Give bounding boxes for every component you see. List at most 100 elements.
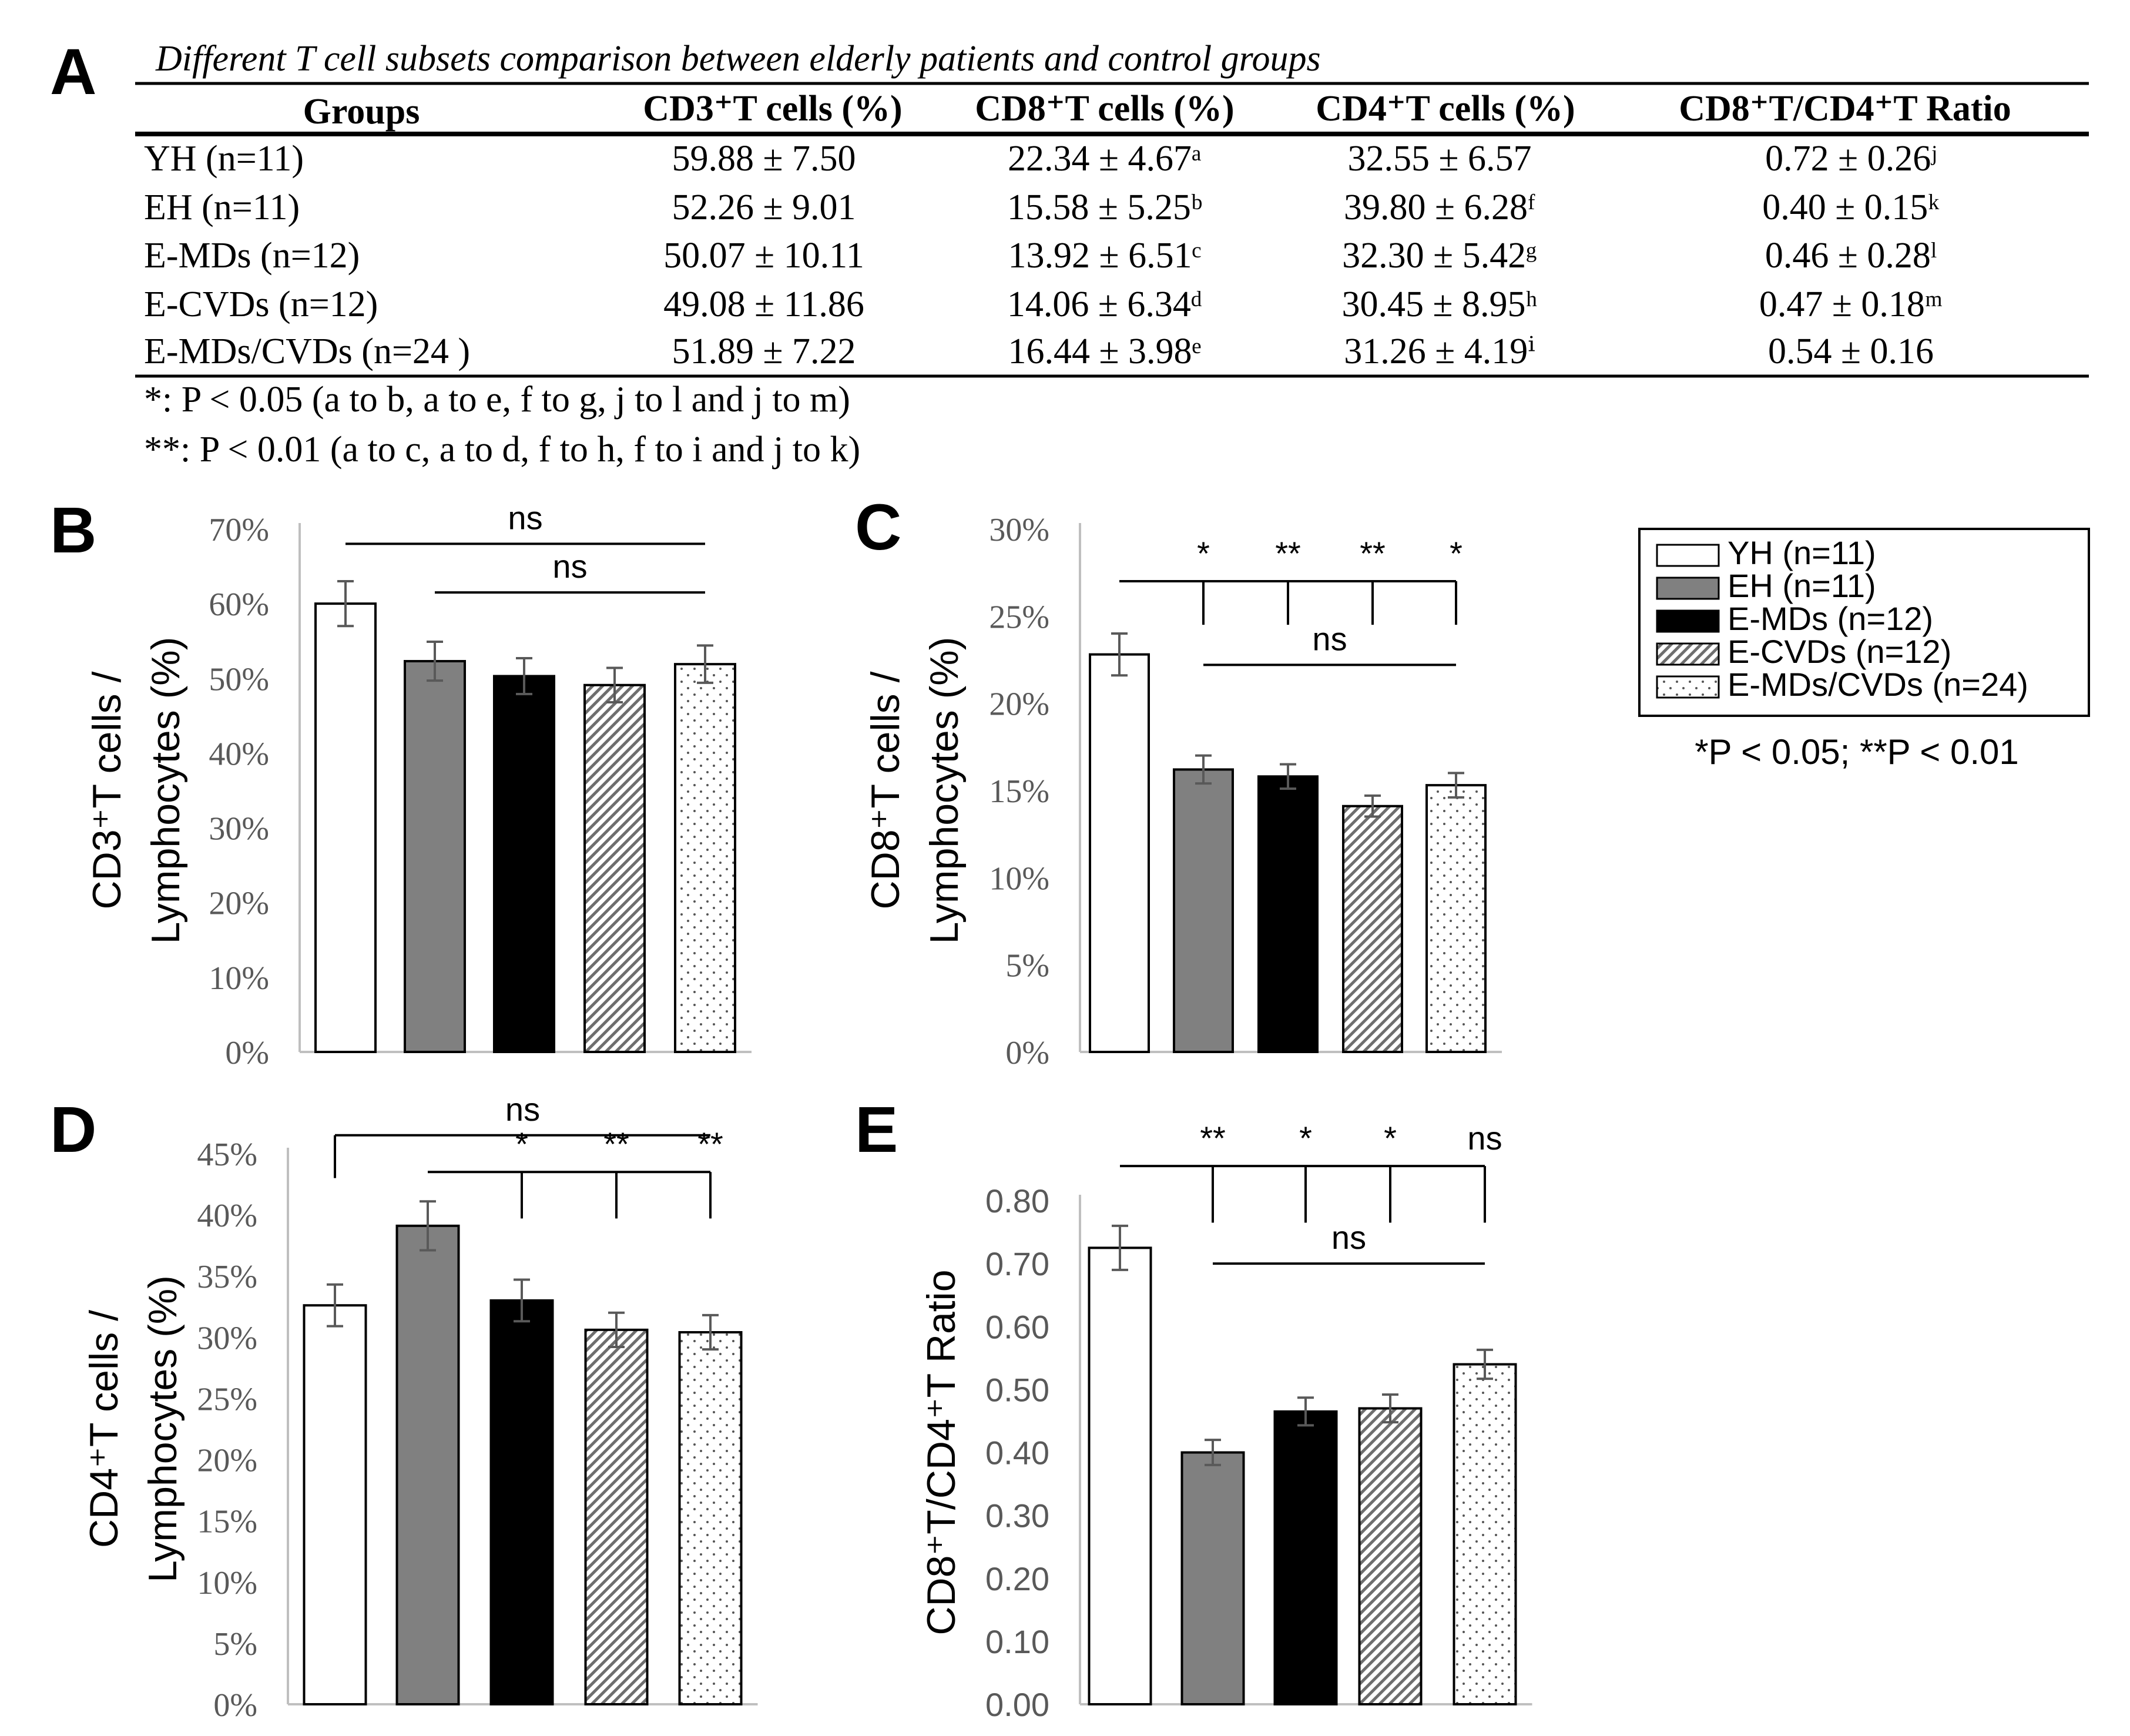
bar-ecvds — [1342, 805, 1403, 1053]
cell: 16.44 ± 3.98ᵉ — [1008, 331, 1202, 371]
y-axis-label-line1: CD8⁺T cells / — [863, 671, 908, 909]
legend-swatch-yh — [1656, 544, 1720, 567]
y-tick-label: 0.30 — [985, 1497, 1049, 1534]
bar-emds — [1273, 1410, 1338, 1705]
table-row-ecvds: E-CVDs (n=12) 49.08 ± 11.86 14.06 ± 6.34… — [144, 284, 1943, 324]
error-bar — [1448, 772, 1464, 799]
legend-label-yh: YH (n=11) — [1728, 534, 1876, 571]
cell: 30.45 ± 8.95ʰ — [1342, 284, 1538, 324]
bar-yh — [1088, 1246, 1152, 1705]
significance-annotation: * ** ** * — [1119, 535, 1463, 625]
table-footnote-1: *: P < 0.05 (a to b, a to e, f to g, j t… — [144, 380, 850, 420]
header-ratio: CD8⁺T/CD4⁺T Ratio — [1679, 89, 2011, 129]
significance-annotation: ns — [334, 1091, 710, 1178]
y-axis-label: CD8⁺T/CD4⁺T Ratio — [919, 1269, 964, 1635]
y-tick-label: 0.20 — [985, 1560, 1049, 1597]
significance-label: ns — [1331, 1219, 1366, 1256]
row-label: E-MDs (n=12) — [144, 236, 360, 276]
table-row-emds-cvds: E-MDs/CVDs (n=24 ) 51.89 ± 7.22 16.44 ± … — [144, 331, 1934, 371]
cell: 14.06 ± 6.34ᵈ — [1007, 284, 1202, 324]
bar-emds — [489, 1299, 554, 1706]
error-bar — [1382, 1393, 1398, 1424]
cell: 13.92 ± 6.51ᶜ — [1008, 236, 1202, 276]
chart-b-cd3: 0% 10% 20% 30% 40% 50% 60% 70% CD3⁺T cells / Lymp… — [85, 499, 752, 1071]
significance-label: ** — [1360, 535, 1386, 572]
bar-yh — [303, 1304, 367, 1705]
panel-b-label: B — [50, 494, 96, 567]
error-bar — [702, 1313, 719, 1351]
bar-eh — [1180, 1451, 1245, 1705]
y-tick-label: 20% — [197, 1443, 257, 1479]
error-bar — [337, 580, 354, 628]
y-tick-label: 40% — [209, 736, 269, 772]
cell: 0.47 ± 0.18ᵐ — [1759, 284, 1943, 324]
y-tick-label: 10% — [989, 860, 1049, 897]
cell: 0.54 ± 0.16 — [1768, 331, 1934, 371]
chart-c-cd8: 0% 5% 10% 15% 20% 25% 30% CD8⁺T cells / Lymphocy… — [863, 512, 1502, 1071]
significance-label: * — [515, 1125, 528, 1162]
bar-yh — [314, 602, 377, 1053]
y-tick-label: 10% — [209, 960, 269, 997]
significance-annotation: * ** ** — [428, 1125, 723, 1219]
y-tick-label: 30% — [197, 1320, 257, 1356]
bar-emds — [1257, 775, 1319, 1054]
bar-ecvds — [1358, 1407, 1423, 1705]
bar-emds-cvds — [674, 663, 736, 1053]
y-tick-label: 50% — [209, 661, 269, 698]
significance-label: * — [1450, 535, 1463, 572]
significance-label: * — [1197, 535, 1210, 572]
significance-annotation: ** * * ns — [1120, 1120, 1502, 1223]
row-label: EH (n=11) — [144, 187, 300, 227]
y-tick-label: 20% — [209, 886, 269, 922]
error-bar — [327, 1283, 343, 1328]
significance-label: ns — [1312, 620, 1347, 657]
cell: 32.55 ± 6.57 — [1347, 139, 1531, 179]
cell: 31.26 ± 4.19ⁱ — [1344, 331, 1535, 371]
legend-label-emds-cvds: E-MDs/CVDs (n=24) — [1728, 666, 2028, 703]
error-bar — [1280, 763, 1296, 790]
error-bar — [1297, 1396, 1314, 1427]
cell: 15.58 ± 5.25ᵇ — [1007, 187, 1202, 227]
cell: 51.89 ± 7.22 — [672, 331, 856, 371]
header-cd4: CD4⁺T cells (%) — [1316, 89, 1575, 129]
significance-label: ns — [1467, 1120, 1502, 1157]
y-tick-label: 0.60 — [985, 1308, 1049, 1345]
significance-annotation: ns — [1213, 1219, 1485, 1265]
table-row-emds: E-MDs (n=12) 50.07 ± 10.11 13.92 ± 6.51ᶜ… — [144, 236, 1937, 276]
header-cd3: CD3⁺T cells (%) — [643, 89, 902, 129]
y-tick-label: 0.80 — [985, 1182, 1049, 1219]
significance-label: ** — [1275, 535, 1301, 572]
y-tick-label: 0% — [225, 1035, 269, 1071]
table-title: Different T cell subsets comparison betw… — [155, 39, 1321, 79]
bar-ecvds — [583, 683, 646, 1053]
error-bar — [420, 1200, 436, 1252]
bar-eh — [404, 660, 466, 1053]
legend: YH (n=11) EH (n=11) E-MDs (n=12) E-CVDs … — [1638, 528, 2090, 717]
legend-label-emds: E-MDs (n=12) — [1728, 600, 1933, 637]
bar-ecvds — [584, 1328, 649, 1706]
panel-d-label: D — [50, 1094, 96, 1166]
y-tick-label: 60% — [209, 587, 269, 623]
error-bar — [1477, 1348, 1493, 1380]
chart-d-cd4: 0% 5% 10% 15% 20% 25% 30% 35% 40% 45% CD4⁺T cells … — [82, 1091, 758, 1724]
row-label: YH (n=11) — [144, 139, 304, 179]
bar-yh — [1089, 653, 1150, 1053]
y-tick-label: 0.70 — [985, 1245, 1049, 1282]
bar-eh — [1173, 768, 1234, 1054]
error-bar — [514, 1278, 530, 1323]
error-bar — [1364, 794, 1381, 818]
y-tick-label: 5% — [1005, 948, 1049, 984]
y-tick-label: 5% — [213, 1626, 257, 1663]
y-axis-label-line2: Lymphocytes (%) — [922, 637, 967, 944]
error-bar — [516, 656, 532, 695]
error-bar — [697, 644, 713, 684]
cell: 49.08 ± 11.86 — [663, 284, 864, 324]
panel-e-label: E — [855, 1094, 898, 1166]
y-axis-label-line1: CD3⁺T cells / — [85, 671, 129, 909]
legend-swatch-ecvds — [1656, 642, 1720, 666]
significance-annotation: ns — [346, 499, 705, 545]
cell: 22.34 ± 4.67ᵃ — [1008, 139, 1202, 179]
bar-emds-cvds — [1425, 784, 1487, 1053]
error-bar — [606, 666, 623, 703]
